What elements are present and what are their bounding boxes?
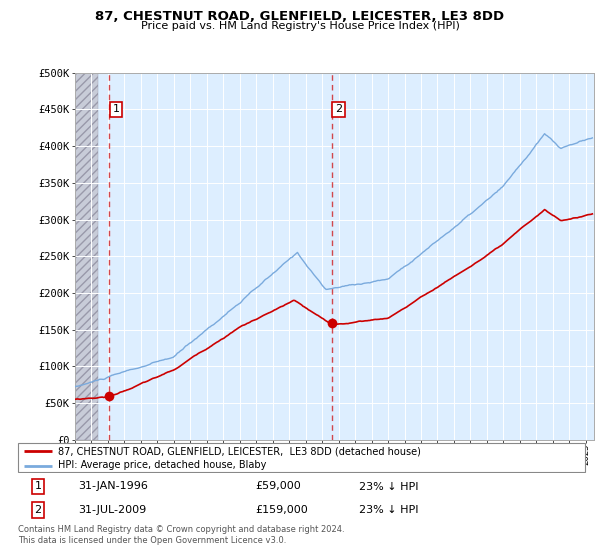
Bar	[75, 73, 98, 440]
Text: 1: 1	[113, 105, 119, 114]
Text: £59,000: £59,000	[256, 482, 301, 492]
Text: 2: 2	[335, 105, 342, 114]
FancyBboxPatch shape	[18, 444, 585, 472]
Text: 1: 1	[34, 482, 41, 492]
Text: 87, CHESTNUT ROAD, GLENFIELD, LEICESTER, LE3 8DD: 87, CHESTNUT ROAD, GLENFIELD, LEICESTER,…	[95, 10, 505, 23]
Text: 31-JUL-2009: 31-JUL-2009	[78, 505, 146, 515]
Text: 2: 2	[34, 505, 41, 515]
Text: 87, CHESTNUT ROAD, GLENFIELD, LEICESTER,  LE3 8DD (detached house): 87, CHESTNUT ROAD, GLENFIELD, LEICESTER,…	[58, 446, 421, 456]
Text: Price paid vs. HM Land Registry's House Price Index (HPI): Price paid vs. HM Land Registry's House …	[140, 21, 460, 31]
Text: 31-JAN-1996: 31-JAN-1996	[78, 482, 148, 492]
Text: £159,000: £159,000	[256, 505, 308, 515]
Bar	[75, 73, 98, 440]
Text: 23% ↓ HPI: 23% ↓ HPI	[359, 482, 418, 492]
Text: 23% ↓ HPI: 23% ↓ HPI	[359, 505, 418, 515]
Text: Contains HM Land Registry data © Crown copyright and database right 2024.
This d: Contains HM Land Registry data © Crown c…	[18, 525, 344, 545]
Text: HPI: Average price, detached house, Blaby: HPI: Average price, detached house, Blab…	[58, 460, 266, 470]
